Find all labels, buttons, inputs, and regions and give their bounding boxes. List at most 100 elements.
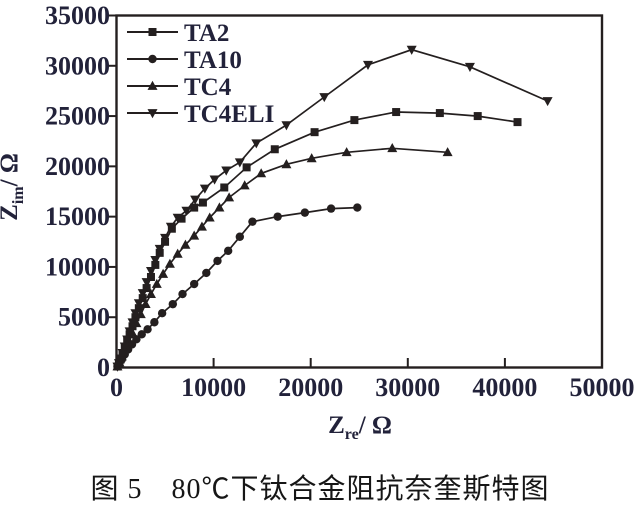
legend-item-TA2: TA2 bbox=[127, 20, 229, 47]
y-tick-label: 35000 bbox=[45, 1, 110, 30]
triangle-up-marker bbox=[281, 159, 292, 169]
triangle-up-marker bbox=[256, 168, 267, 178]
triangle-up-marker bbox=[180, 239, 191, 249]
square-marker bbox=[242, 163, 251, 172]
triangle-up-marker bbox=[145, 288, 156, 298]
triangle-up-marker bbox=[341, 147, 352, 157]
x-tick-label: 0 bbox=[110, 373, 123, 402]
triangle-down-marker bbox=[190, 195, 201, 205]
y-tick-label: 0 bbox=[97, 353, 110, 382]
triangle-up-marker bbox=[147, 80, 158, 90]
legend-label: TA10 bbox=[184, 47, 242, 74]
triangle-up-marker bbox=[442, 147, 453, 157]
x-tick-label: 20000 bbox=[278, 373, 343, 402]
triangle-down-marker bbox=[147, 109, 158, 119]
legend-label: TA2 bbox=[184, 20, 229, 47]
triangle-up-marker bbox=[387, 143, 398, 153]
square-marker bbox=[198, 198, 207, 207]
square-marker bbox=[190, 203, 199, 212]
square-marker bbox=[148, 28, 157, 36]
triangle-down-marker bbox=[181, 206, 192, 216]
triangle-up-marker bbox=[189, 230, 200, 240]
triangle-down-marker bbox=[319, 93, 330, 103]
x-tick-label: 30000 bbox=[375, 373, 440, 402]
y-tick-label: 15000 bbox=[45, 202, 110, 231]
triangle-down-marker bbox=[199, 184, 210, 194]
legend-item-TC4ELI: TC4ELI bbox=[127, 101, 274, 128]
triangle-down-marker bbox=[221, 166, 232, 176]
triangle-down-marker bbox=[145, 267, 156, 277]
triangle-down-marker bbox=[122, 335, 133, 345]
nyquist-chart: 0 10000 20000 30000 40000 50000 0 5000 10000 1500… bbox=[0, 1, 635, 443]
y-tick-label: 25000 bbox=[45, 102, 110, 131]
plot-border bbox=[115, 14, 604, 369]
triangle-down-marker bbox=[124, 327, 135, 337]
triangle-up-marker bbox=[172, 248, 183, 258]
triangle-up-marker bbox=[239, 180, 250, 190]
circle-marker bbox=[168, 299, 178, 309]
square-marker bbox=[220, 183, 229, 192]
legend-label: TC4 bbox=[184, 74, 232, 101]
triangle-down-marker bbox=[281, 121, 292, 131]
triangle-down-marker bbox=[251, 139, 262, 149]
triangle-down-marker bbox=[154, 244, 165, 255]
triangle-down-marker bbox=[133, 299, 144, 309]
triangle-up-marker bbox=[204, 212, 215, 222]
triangle-down-marker bbox=[160, 233, 171, 243]
circle-marker bbox=[157, 308, 167, 318]
series-TC4-line bbox=[116, 147, 448, 367]
circle-marker bbox=[143, 325, 152, 334]
square-marker bbox=[473, 112, 482, 121]
y-tick-label: 30000 bbox=[45, 51, 110, 80]
y-tick-label: 5000 bbox=[58, 303, 110, 332]
square-marker bbox=[310, 128, 319, 137]
x-tick-label: 50000 bbox=[570, 373, 635, 402]
triangle-down-marker bbox=[130, 309, 141, 319]
triangle-up-marker bbox=[164, 258, 175, 268]
triangle-down-marker bbox=[150, 255, 161, 266]
circle-marker bbox=[300, 208, 310, 217]
square-marker bbox=[177, 214, 186, 223]
circle-marker bbox=[353, 203, 362, 212]
x-axis-title: Zre/ Ω bbox=[328, 412, 392, 443]
series-TA2-line bbox=[116, 111, 518, 367]
y-axis-title: Zim/ Ω bbox=[0, 153, 27, 221]
triangle-down-marker bbox=[141, 278, 152, 288]
figure-caption: 图 5 80℃下钛合金阻抗奈奎斯特图 bbox=[90, 474, 550, 505]
y-tick-label: 10000 bbox=[45, 252, 110, 281]
series-TA2 bbox=[113, 108, 522, 371]
triangle-down-marker bbox=[234, 158, 245, 168]
square-marker bbox=[350, 116, 359, 125]
square-marker bbox=[435, 109, 444, 118]
circle-marker bbox=[148, 54, 157, 64]
triangle-up-marker bbox=[214, 202, 225, 212]
triangle-up-marker bbox=[135, 308, 146, 319]
triangle-down-marker bbox=[137, 289, 148, 299]
chart-plot-area: 0 10000 20000 30000 40000 50000 0 5000 10000 1500… bbox=[45, 1, 635, 402]
triangle-down-marker bbox=[406, 45, 417, 55]
triangle-up-marker bbox=[196, 221, 207, 231]
circle-marker bbox=[150, 318, 159, 327]
triangle-up-marker bbox=[224, 192, 235, 202]
triangle-up-marker bbox=[151, 278, 162, 288]
triangle-down-marker bbox=[542, 97, 553, 107]
circle-marker bbox=[132, 335, 141, 344]
legend-item-TA10: TA10 bbox=[127, 47, 242, 74]
legend-label: TC4ELI bbox=[184, 101, 274, 128]
circle-marker bbox=[189, 279, 199, 289]
y-tick-label: 20000 bbox=[45, 152, 110, 181]
triangle-down-marker bbox=[127, 318, 138, 328]
triangle-down-marker bbox=[165, 222, 176, 232]
triangle-up-marker bbox=[306, 153, 317, 163]
circle-marker bbox=[137, 330, 146, 339]
circle-marker bbox=[178, 289, 187, 299]
square-marker bbox=[270, 145, 279, 154]
circle-marker bbox=[213, 256, 222, 266]
square-marker bbox=[392, 108, 401, 117]
legend-item-TC4: TC4 bbox=[127, 74, 232, 101]
square-marker bbox=[513, 118, 522, 127]
series-TC4ELI bbox=[112, 45, 553, 372]
circle-marker bbox=[248, 217, 257, 226]
